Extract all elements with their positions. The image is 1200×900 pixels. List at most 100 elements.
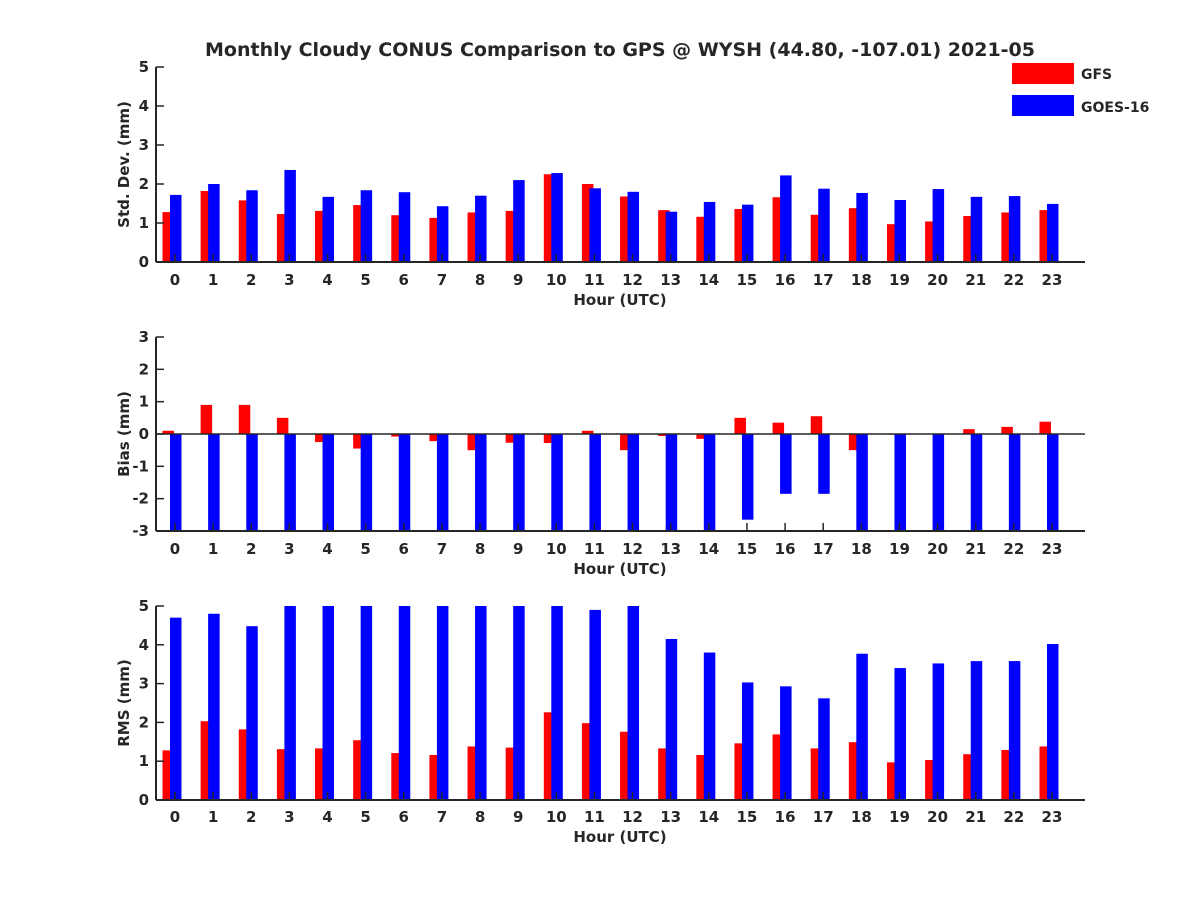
std-dev-y-axis-label: Std. Dev. (mm): [115, 101, 133, 228]
bias-x-tick-label: 22: [1003, 540, 1024, 558]
std-dev-x-tick-label: 1: [208, 271, 218, 289]
std-dev-x-tick-label: 18: [851, 271, 872, 289]
bias-bar-goes16-0: [170, 434, 182, 531]
rms-bar-gfs-17: [810, 748, 823, 800]
std-dev-bar-gfs-7: [429, 217, 441, 262]
rms-bar-goes16-13: [665, 638, 678, 800]
bias-x-tick-label: 18: [851, 540, 872, 558]
rms-bar-goes16-18: [856, 653, 868, 800]
std-dev-x-tick-label: 22: [1003, 271, 1024, 289]
bias-bar-goes16-22: [1008, 434, 1021, 531]
rms-x-tick-label: 5: [360, 808, 370, 826]
bias-x-tick-label: 1: [208, 540, 218, 558]
rms-bar-gfs-7: [429, 754, 441, 800]
std-dev-bar-goes16-23: [1046, 203, 1059, 262]
bias-bar-gfs-15: [734, 417, 746, 434]
bias-bar-gfs-11: [581, 430, 594, 434]
std-dev-x-tick-label: 6: [399, 271, 409, 289]
std-dev-x-tick-label: 9: [513, 271, 523, 289]
bias-bar-goes16-4: [322, 434, 335, 531]
std-dev-x-tick-label: 19: [889, 271, 910, 289]
std-dev-y-tick-label: 2: [139, 175, 149, 193]
bias-x-tick-label: 8: [475, 540, 485, 558]
std-dev-bar-gfs-22: [1001, 212, 1013, 262]
std-dev-bar-gfs-20: [925, 221, 937, 262]
rms-y-axis-label: RMS (mm): [115, 659, 133, 746]
rms-bar-goes16-3: [284, 606, 296, 800]
bias-bar-gfs-12: [620, 434, 632, 451]
std-dev-x-tick-label: 8: [475, 271, 485, 289]
bias-x-tick-label: 23: [1042, 540, 1063, 558]
rms-x-tick-label: 22: [1003, 808, 1024, 826]
std-dev-bar-goes16-12: [627, 191, 640, 262]
std-dev-bar-gfs-12: [620, 196, 632, 262]
std-dev-x-tick-label: 11: [584, 271, 605, 289]
bias-bar-goes16-14: [703, 434, 716, 531]
bias-x-tick-label: 2: [246, 540, 256, 558]
bias-y-tick-label: 3: [139, 328, 149, 346]
std-dev-x-tick-label: 0: [170, 271, 180, 289]
rms-y-tick-label: 2: [139, 713, 149, 731]
std-dev-bar-goes16-16: [780, 175, 792, 262]
rms-x-tick-label: 18: [851, 808, 872, 826]
rms-bar-gfs-0: [162, 750, 174, 800]
std-dev-x-tick-label: 4: [322, 271, 332, 289]
bias-bar-gfs-10: [543, 434, 556, 444]
rms-x-tick-label: 21: [965, 808, 986, 826]
bias-x-tick-label: 6: [399, 540, 409, 558]
std-dev-bar-goes16-21: [970, 196, 983, 262]
bias-bar-gfs-5: [353, 434, 365, 449]
std-dev-bar-goes16-8: [475, 195, 487, 262]
std-dev-x-tick-label: 15: [737, 271, 758, 289]
bias-bar-goes16-3: [284, 434, 296, 531]
rms-y-tick-label: 5: [139, 597, 149, 615]
std-dev-bar-goes16-4: [322, 196, 335, 262]
std-dev-bar-goes16-18: [856, 192, 868, 262]
std-dev-bar-goes16-19: [894, 199, 906, 262]
std-dev-bar-goes16-13: [665, 211, 678, 262]
bias-x-tick-label: 21: [965, 540, 986, 558]
std-dev-bar-gfs-14: [696, 216, 708, 262]
rms-bar-gfs-15: [734, 743, 746, 800]
bias-x-tick-label: 16: [775, 540, 796, 558]
std-dev-bar-goes16-6: [398, 192, 411, 262]
rms-bar-goes16-15: [741, 682, 754, 800]
rms-bar-goes16-5: [360, 606, 373, 800]
bias-x-tick-label: 10: [546, 540, 567, 558]
bias-x-tick-label: 20: [927, 540, 948, 558]
rms-bar-gfs-4: [315, 748, 327, 800]
bias-x-tick-label: 0: [170, 540, 180, 558]
rms-x-tick-label: 12: [622, 808, 643, 826]
rms-y-tick-label: 3: [139, 675, 149, 693]
bias-bar-goes16-9: [513, 434, 525, 531]
legend-label-goes16: GOES-16: [1081, 100, 1149, 116]
bias-x-tick-label: 11: [584, 540, 605, 558]
std-dev-x-tick-label: 17: [813, 271, 834, 289]
std-dev-bar-gfs-15: [734, 208, 746, 262]
bias-x-tick-label: 9: [513, 540, 523, 558]
bias-bar-goes16-13: [665, 434, 678, 531]
std-dev-x-axis-label: Hour (UTC): [573, 291, 666, 309]
bias-bar-goes16-5: [360, 434, 373, 531]
rms-x-axis-label: Hour (UTC): [573, 828, 666, 846]
rms-x-tick-label: 17: [813, 808, 834, 826]
rms-x-tick-label: 0: [170, 808, 180, 826]
std-dev-bar-goes16-7: [436, 206, 449, 262]
bias-bar-gfs-16: [772, 422, 785, 434]
rms-bar-goes16-10: [551, 606, 563, 800]
bias-y-tick-label: 2: [139, 360, 149, 378]
std-dev-x-tick-label: 3: [284, 271, 294, 289]
bias-bar-goes16-17: [818, 434, 830, 494]
chart-title: Monthly Cloudy CONUS Comparison to GPS @…: [205, 39, 1035, 61]
rms-bar-goes16-4: [322, 606, 335, 800]
bias-y-tick-label: -1: [132, 457, 149, 475]
std-dev-bar-gfs-6: [391, 215, 403, 262]
std-dev-x-tick-label: 16: [775, 271, 796, 289]
rms-bar-goes16-23: [1046, 644, 1059, 800]
bias-y-tick-label: -2: [132, 490, 149, 508]
rms-bar-goes16-6: [398, 606, 411, 800]
std-dev-x-tick-label: 21: [965, 271, 986, 289]
rms-bar-goes16-2: [246, 626, 258, 800]
